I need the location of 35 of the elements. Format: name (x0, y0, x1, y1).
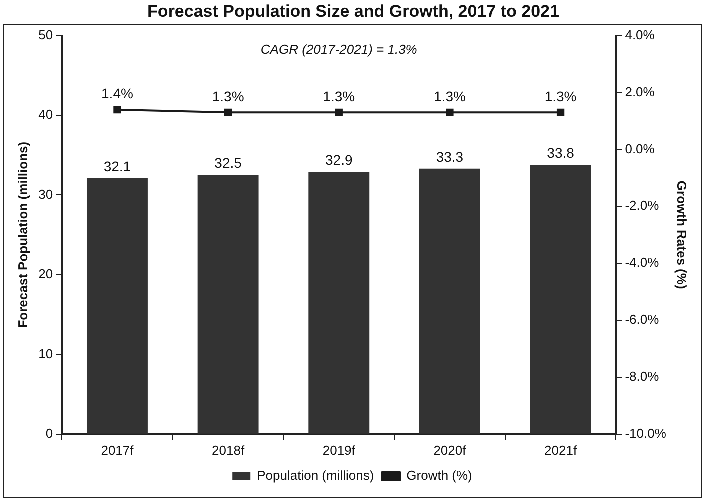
data-label: 1.3% (544, 88, 577, 105)
data-label: 32.5 (214, 155, 242, 172)
y-tick-label: 40 (38, 107, 54, 122)
y-tick-label: 30 (38, 186, 54, 202)
x-tick-label: 2019f (322, 442, 356, 458)
data-label: 33.8 (547, 144, 575, 161)
x-tick-label: 2017f (101, 442, 134, 458)
legend-label: Growth (%) (406, 468, 472, 484)
chart-title: Forecast Population Size and Growth, 2017 to 2021 (146, 2, 560, 22)
y2-tick-label: -6.0% (625, 312, 660, 328)
y-tick-label: 0 (46, 426, 54, 441)
data-label: 1.3% (212, 88, 244, 105)
y2-tick-label: 2.0% (625, 84, 656, 100)
y2-tick-label: -4.0% (625, 255, 660, 270)
x-tick-label: 2018f (212, 442, 245, 458)
y-tick-label: 10 (38, 346, 54, 362)
data-label: 1.3% (323, 88, 356, 105)
y2-tick-label: -10.0% (625, 426, 667, 441)
data-label: 33.3 (436, 148, 464, 165)
y-axis-title: Forecast Population (millions) (15, 142, 30, 328)
y2-tick-label: -2.0% (625, 198, 660, 214)
data-label: 32.1 (104, 158, 132, 174)
y-tick-label: 50 (38, 27, 54, 42)
legend-label: Population (millions) (257, 468, 374, 484)
y2-axis-title: Growth Rates (%) (674, 180, 690, 290)
y2-tick-label: 4.0% (625, 27, 656, 42)
y-tick-label: 20 (38, 266, 54, 282)
data-label: 1.3% (434, 88, 466, 105)
x-tick-label: 2020f (434, 442, 467, 458)
y2-tick-label: 0.0% (625, 141, 656, 156)
annotation: CAGR (2017-2021) = 1.3% (260, 42, 418, 57)
y2-tick-label: -8.0% (625, 369, 660, 384)
data-label: 32.9 (326, 152, 353, 168)
x-tick-label: 2021f (544, 442, 578, 458)
data-label: 1.4% (102, 86, 134, 102)
